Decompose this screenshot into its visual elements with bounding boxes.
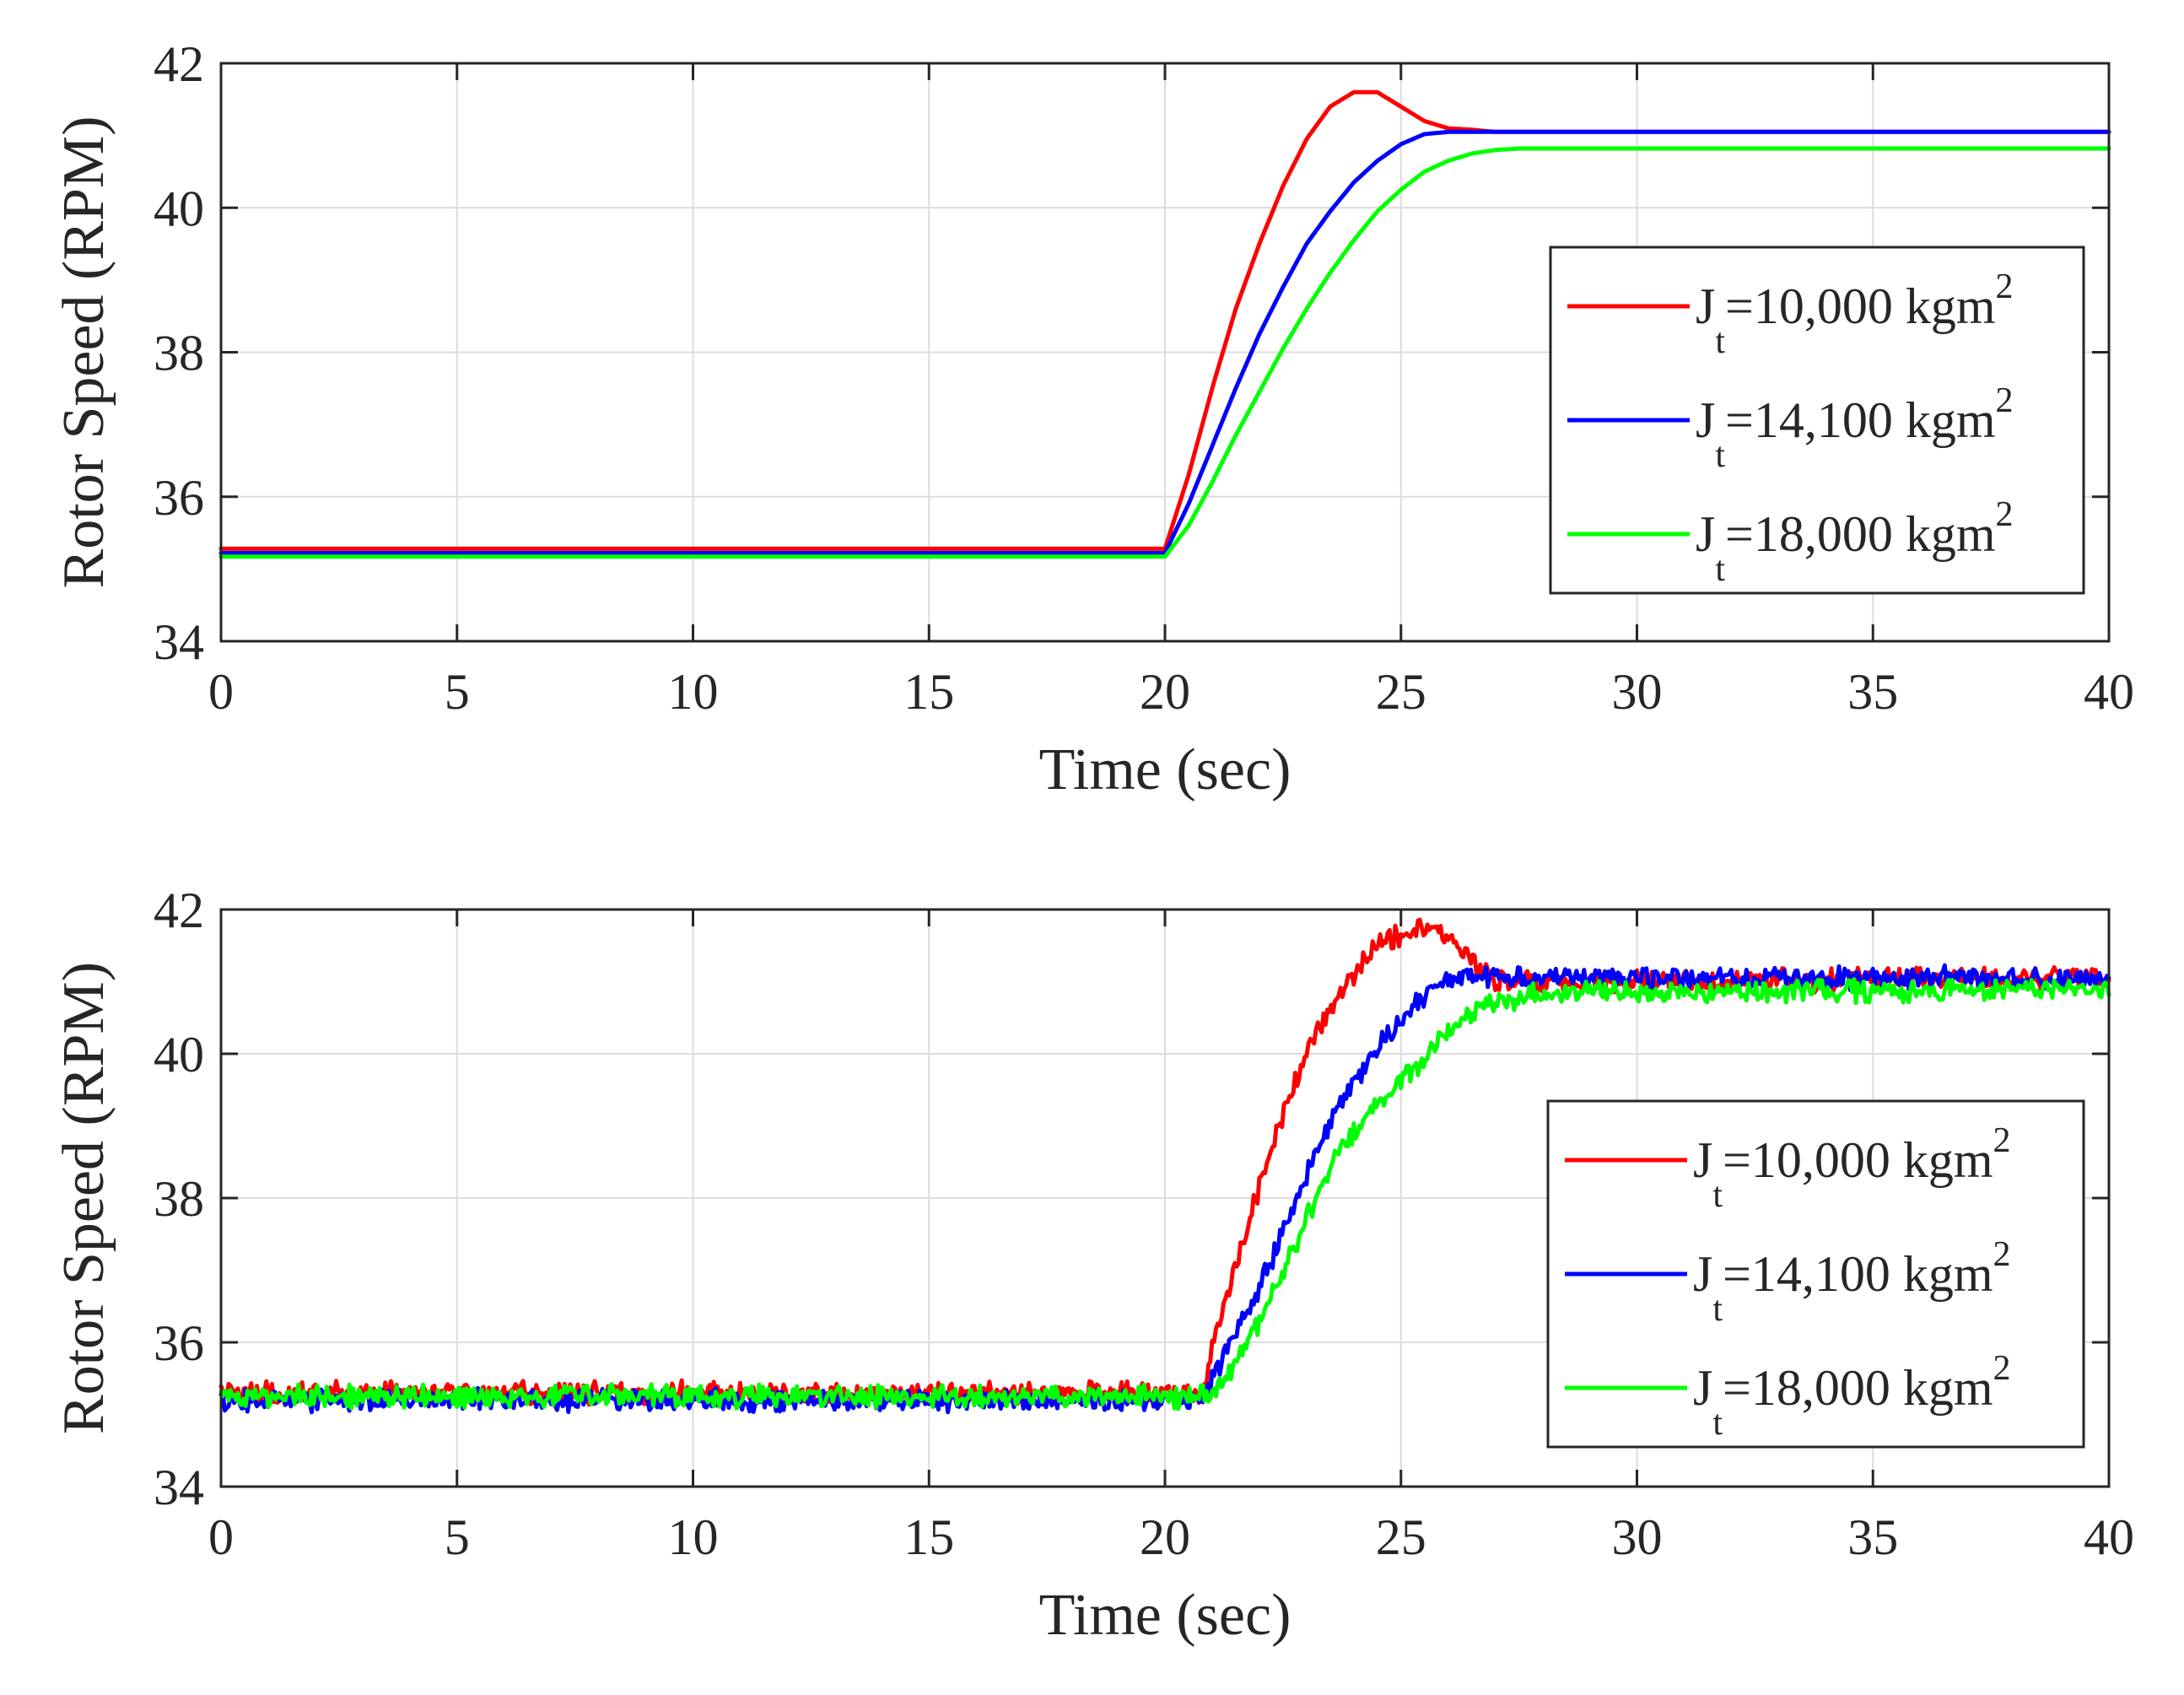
legend: Jt=10,000 kgm2 Jt=14,100 kgm2 Jt=18,000 kg… bbox=[1549, 246, 2085, 595]
x-tick-label: 10 bbox=[668, 1509, 719, 1565]
x-tick-label: 15 bbox=[903, 1509, 954, 1565]
x-tick-label: 5 bbox=[445, 1509, 470, 1565]
x-tick-label: 0 bbox=[208, 1509, 234, 1565]
series-line-3 bbox=[218, 977, 2111, 1412]
y-tick-label: 36 bbox=[154, 1315, 204, 1371]
y-tick-label: 34 bbox=[154, 614, 204, 670]
x-tick-label: 35 bbox=[1847, 1509, 1898, 1565]
x-tick-label: 15 bbox=[903, 664, 954, 720]
x-tick-label: 5 bbox=[445, 664, 470, 720]
x-tick-label: 30 bbox=[1612, 664, 1663, 720]
y-tick-label: 40 bbox=[154, 1027, 204, 1082]
x-tick-label: 40 bbox=[2084, 1509, 2134, 1565]
x-tick-label: 25 bbox=[1376, 1509, 1426, 1565]
x-tick-label: 35 bbox=[1847, 664, 1898, 720]
y-axis-label: Rotor Speed (RPM) bbox=[51, 116, 116, 589]
legend: Jt=10,000 kgm2 Jt=14,100 kgm2 Jt=18,000 kg… bbox=[1546, 1099, 2085, 1449]
y-tick-label: 40 bbox=[154, 181, 204, 236]
x-tick-label: 10 bbox=[668, 664, 719, 720]
y-tick-label: 36 bbox=[154, 470, 204, 526]
x-tick-label: 30 bbox=[1612, 1509, 1663, 1565]
y-tick-label: 38 bbox=[154, 326, 204, 381]
y-tick-label: 42 bbox=[154, 883, 204, 938]
legend-label-2: Jt=14,100 kgm2 bbox=[1696, 381, 2014, 475]
series-line-2 bbox=[218, 129, 2111, 555]
x-tick-label: 20 bbox=[1140, 1509, 1190, 1565]
x-tick-label: 40 bbox=[2084, 664, 2134, 720]
bottom-chart-panel: 0 5 10 15 20 25 30 35 40 34 36 38 40 42 Time (sec) Roto… bbox=[51, 883, 2134, 1648]
legend-label-3: Jt=18,000 kgm2 bbox=[1693, 1349, 2011, 1443]
legend-label-3: Jt=18,000 kgm2 bbox=[1696, 495, 2014, 589]
legend-label-1: Jt=10,000 kgm2 bbox=[1696, 267, 2014, 361]
top-chart-panel: 0 5 10 15 20 25 30 35 40 34 36 38 40 42 Time (sec) Roto… bbox=[51, 36, 2134, 802]
y-tick-label: 38 bbox=[154, 1171, 204, 1227]
x-tick-label: 0 bbox=[208, 664, 234, 720]
series-line-3 bbox=[218, 146, 2111, 559]
x-tick-label: 20 bbox=[1140, 664, 1190, 720]
y-tick-label: 42 bbox=[154, 36, 204, 92]
x-tick-label: 25 bbox=[1376, 664, 1426, 720]
x-axis-label: Time (sec) bbox=[1039, 737, 1292, 802]
y-axis-label: Rotor Speed (RPM) bbox=[51, 962, 116, 1434]
y-tick-label: 34 bbox=[154, 1460, 204, 1515]
legend-label-2: Jt=14,100 kgm2 bbox=[1693, 1235, 2011, 1329]
x-axis-label: Time (sec) bbox=[1039, 1583, 1292, 1648]
legend-label-1: Jt=10,000 kgm2 bbox=[1693, 1121, 2011, 1215]
